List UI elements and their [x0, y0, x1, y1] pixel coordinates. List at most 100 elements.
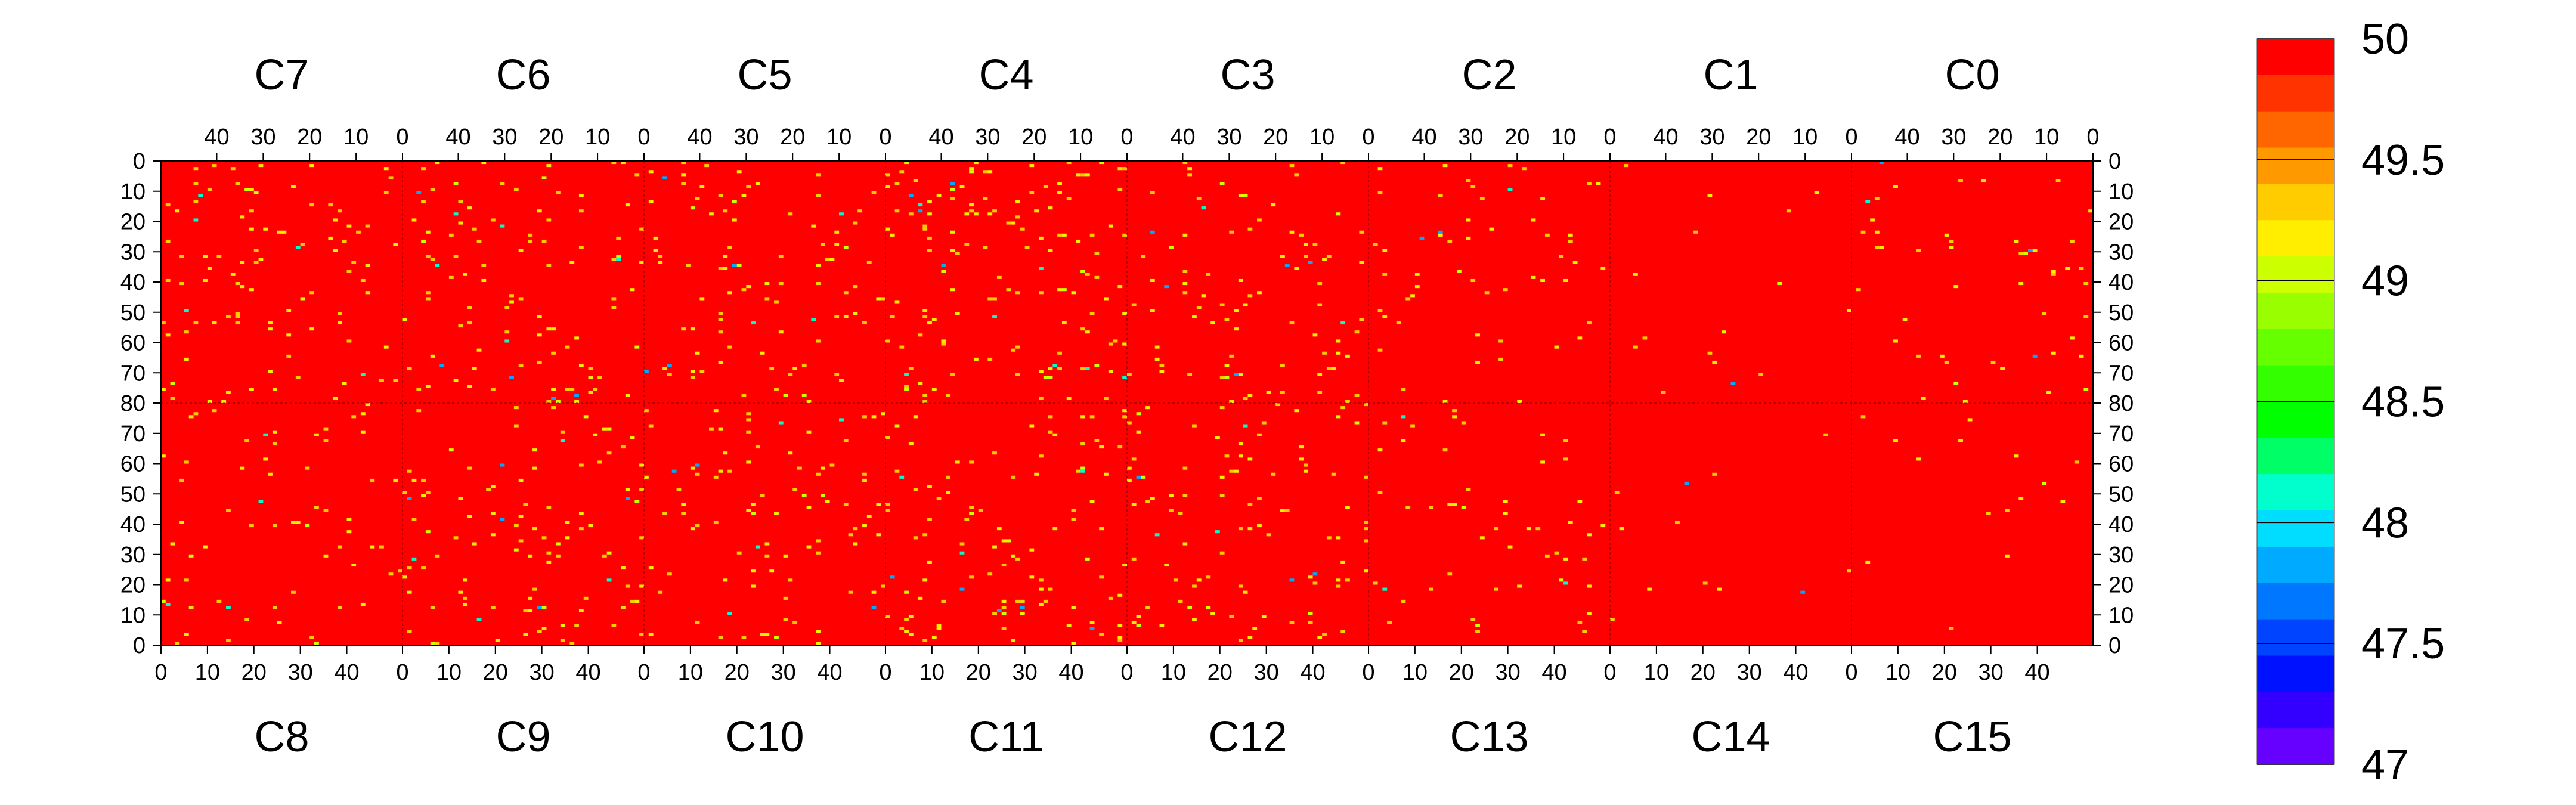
colorbar-tick-label: 47 — [2361, 741, 2409, 789]
heatmap-cell — [1308, 575, 1313, 579]
heatmap-cell — [681, 161, 686, 165]
heatmap-cell — [1587, 584, 1592, 588]
heatmap-cell — [1229, 400, 1234, 403]
x-tick-label-top: 30 — [1458, 125, 1483, 150]
colorbar-segment — [2257, 619, 2334, 657]
heatmap-cell — [184, 460, 189, 464]
heatmap-cell — [1939, 354, 1945, 358]
x-tick-label-bottom: 40 — [1783, 660, 1808, 685]
heatmap-cell — [1238, 194, 1243, 197]
heatmap-cell — [950, 249, 955, 252]
heatmap-cell — [1758, 373, 1764, 376]
heatmap-cell — [263, 457, 268, 461]
heatmap-cell — [481, 278, 487, 283]
heatmap-cell — [741, 288, 747, 292]
heatmap-cell — [946, 491, 951, 494]
heatmap-cell — [393, 243, 398, 246]
heatmap-cell — [1057, 288, 1062, 292]
heatmap-cell — [188, 606, 194, 609]
x-tick-label-top: 30 — [1699, 125, 1724, 150]
heatmap-cell — [662, 512, 667, 515]
heatmap-cell — [1039, 578, 1044, 582]
heatmap-cell — [699, 185, 705, 188]
heatmap-cell — [490, 533, 496, 537]
heatmap-cell — [1182, 233, 1188, 237]
heatmap-cell — [927, 249, 932, 252]
heatmap-cell — [1085, 367, 1090, 370]
heatmap-cell — [983, 246, 988, 249]
chip-label-c9: C9 — [496, 713, 550, 761]
heatmap-cell — [778, 282, 784, 286]
heatmap-cell — [1154, 345, 1160, 349]
x-tick-label-top: 20 — [538, 125, 564, 150]
heatmap-cell — [676, 488, 682, 491]
heatmap-cell — [425, 491, 431, 494]
heatmap-cell — [1080, 173, 1085, 177]
heatmap-cell — [1317, 282, 1323, 286]
heatmap-cell — [1201, 294, 1206, 298]
heatmap-cell — [904, 373, 909, 376]
heatmap-cell — [1340, 321, 1346, 325]
heatmap-cell — [1540, 460, 1545, 464]
heatmap-cell — [1860, 415, 1866, 419]
heatmap-cell — [1684, 481, 1689, 485]
heatmap-cell — [2023, 252, 2028, 255]
y-tick-label-right: 50 — [2109, 482, 2134, 507]
heatmap-cell — [365, 264, 370, 267]
heatmap-cell — [969, 506, 974, 509]
heatmap-cell — [537, 630, 542, 633]
heatmap-cell — [453, 536, 459, 540]
heatmap-cell — [973, 161, 979, 165]
heatmap-cell — [2070, 239, 2075, 243]
heatmap-cell — [463, 596, 468, 600]
heatmap-cell — [908, 194, 914, 197]
heatmap-cell — [927, 200, 932, 204]
heatmap-cell — [778, 255, 784, 258]
heatmap-cell — [848, 533, 853, 537]
heatmap-cell — [1076, 173, 1081, 177]
heatmap-cell — [314, 642, 319, 645]
heatmap-cell — [1043, 185, 1048, 188]
chip-label-c7: C7 — [254, 51, 309, 99]
heatmap-cell — [1517, 584, 1522, 588]
colorbar-segment — [2257, 111, 2334, 148]
y-tick-label-left: 50 — [120, 301, 145, 326]
heatmap-cell — [1438, 233, 1443, 237]
heatmap-cell — [1219, 182, 1225, 185]
heatmap-cell — [2083, 315, 2089, 318]
heatmap-cell — [1475, 333, 1480, 337]
heatmap-cell — [834, 315, 840, 318]
heatmap-cell — [1080, 442, 1085, 446]
heatmap-cell — [193, 218, 199, 222]
x-tick-label-top: 40 — [204, 125, 229, 150]
heatmap-cell — [1284, 264, 1290, 267]
heatmap-cell — [448, 275, 454, 279]
heatmap-cell — [1020, 606, 1025, 609]
heatmap-cell — [1187, 173, 1193, 177]
heatmap-cell — [1336, 339, 1341, 343]
heatmap-cell — [490, 388, 496, 391]
heatmap-cell — [969, 209, 974, 213]
heatmap-cell — [175, 642, 180, 645]
heatmap-cell — [639, 488, 644, 491]
heatmap-cell — [904, 385, 909, 388]
heatmap-cell — [1029, 164, 1035, 168]
heatmap-cell — [1108, 370, 1113, 373]
heatmap-cell — [1280, 364, 1285, 367]
heatmap-cell — [695, 463, 700, 467]
y-tick-label-left: 40 — [120, 512, 145, 537]
heatmap-cell — [1104, 472, 1109, 476]
heatmap-cell — [560, 430, 565, 434]
heatmap-cell — [193, 182, 199, 185]
heatmap-cell — [1243, 424, 1248, 428]
heatmap-cell — [1382, 315, 1388, 318]
heatmap-cell — [839, 379, 844, 382]
heatmap-cell — [992, 612, 997, 615]
heatmap-cell — [727, 469, 732, 473]
heatmap-cell — [746, 418, 751, 422]
heatmap-cell — [556, 542, 561, 546]
heatmap-cell — [402, 491, 407, 494]
heatmap-cell — [1582, 557, 1587, 561]
x-tick-label-bottom: 0 — [396, 660, 408, 685]
heatmap-cell — [1475, 360, 1480, 364]
